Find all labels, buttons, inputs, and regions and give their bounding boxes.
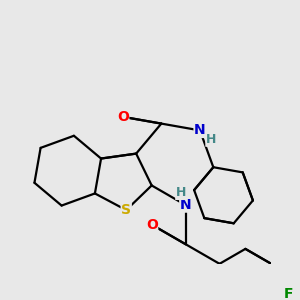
Text: O: O xyxy=(146,218,158,232)
Text: H: H xyxy=(206,133,216,146)
Text: N: N xyxy=(194,123,206,137)
Text: N: N xyxy=(180,198,191,212)
Text: S: S xyxy=(121,203,131,217)
Text: O: O xyxy=(117,110,129,124)
Text: H: H xyxy=(176,186,186,200)
Text: F: F xyxy=(283,287,293,300)
